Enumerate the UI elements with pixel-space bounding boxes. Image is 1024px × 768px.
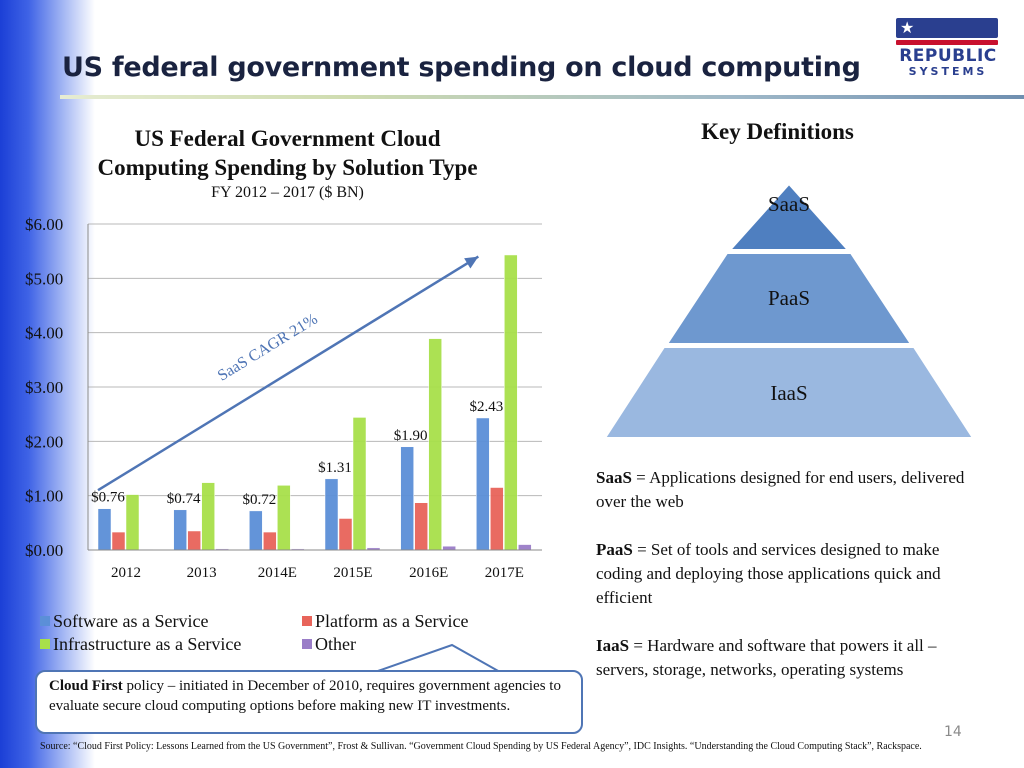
chart-title: US Federal Government Cloud Computing Sp… (70, 124, 505, 182)
chart-title-line2: Computing Spending by Solution Type (97, 155, 478, 180)
legend-label-paas: Platform as a Service (315, 611, 469, 631)
legend-label-other: Other (315, 634, 356, 654)
legend-item-other: Other (302, 634, 356, 655)
x-tick-label: 2015E (333, 565, 372, 581)
y-tick-label: $4.00 (25, 324, 63, 343)
definition-text: = Set of tools and services designed to … (596, 540, 941, 607)
definition-term: PaaS (596, 540, 633, 559)
bar-software-as-a-service-2015e (324, 478, 339, 551)
bar-platform-as-a-service-2017e (490, 487, 504, 551)
callout-text: policy – initiated in December of 2010, … (49, 678, 561, 714)
bar-infrastructure-as-a-service-2017e (504, 254, 518, 551)
bar-infrastructure-as-a-service-2015e (352, 417, 367, 551)
legend-swatch-iaas (40, 639, 50, 649)
legend-label-saas: Software as a Service (53, 611, 209, 631)
bar-infrastructure-as-a-service-2013 (201, 482, 215, 551)
bar-software-as-a-service-2017e (476, 417, 490, 551)
legend-swatch-saas (40, 616, 50, 626)
bar-platform-as-a-service-2013 (187, 530, 201, 551)
logo-word-systems: SYSTEMS (908, 65, 988, 78)
cloud-first-callout: Cloud First policy – initiated in Decemb… (35, 670, 583, 734)
y-tick-label: $3.00 (25, 378, 63, 397)
chart-title-line1: US Federal Government Cloud (134, 126, 441, 151)
cagr-arrow-line (97, 255, 479, 492)
legend-item-paas: Platform as a Service (302, 611, 468, 632)
data-label-saas: $1.90 (394, 428, 428, 444)
data-label-saas: $0.76 (91, 490, 125, 506)
data-label-saas: $0.72 (242, 492, 276, 508)
y-tick-label: $1.00 (25, 487, 63, 506)
pyramid-tier-saas (727, 182, 851, 251)
cagr-annotation-label: SaaS CAGR 21% (215, 311, 321, 385)
legend-item-saas: Software as a Service (40, 611, 208, 632)
slide-title: US federal government spending on cloud … (62, 52, 861, 83)
pyramid-label-iaas: IaaS (770, 381, 807, 405)
definition-term: IaaS (596, 636, 630, 655)
cloud-stack-pyramid: SaaS PaaS IaaS (603, 182, 975, 439)
bar-platform-as-a-service-2014e (263, 531, 277, 551)
definition-text: = Hardware and software that powers it a… (596, 636, 937, 679)
x-tick-label: 2013 (187, 565, 217, 581)
pyramid-label-paas: PaaS (768, 286, 810, 310)
definition-text: = Applications designed for end users, d… (596, 468, 965, 511)
chart-subtitle: FY 2012 – 2017 ($ BN) (211, 184, 364, 201)
legend-item-iaas: Infrastructure as a Service (40, 634, 241, 655)
bar-other-2017e (518, 544, 532, 551)
bar-infrastructure-as-a-service-2016e (428, 338, 442, 551)
logo-red-stripe (896, 40, 998, 45)
x-tick-label: 2012 (111, 565, 141, 581)
definition-saas: SaaS = Applications designed for end use… (596, 466, 971, 514)
legend-swatch-other (302, 639, 312, 649)
bar-software-as-a-service-2016e (400, 446, 414, 551)
bar-infrastructure-as-a-service-2014e (277, 485, 291, 551)
bar-infrastructure-as-a-service-2012 (125, 494, 140, 551)
republic-systems-logo: ★ REPUBLIC SYSTEMS (896, 18, 1000, 80)
logo-word-republic: REPUBLIC (899, 46, 997, 66)
title-underline (60, 95, 1024, 99)
bar-platform-as-a-service-2015e (338, 518, 353, 551)
pyramid-label-saas: SaaS (768, 192, 810, 216)
x-tick-label: 2016E (409, 565, 448, 581)
definitions-list: SaaS = Applications designed for end use… (596, 466, 971, 706)
source-citation: Source: “Cloud First Policy: Lessons Lea… (40, 741, 922, 752)
y-tick-label: $2.00 (25, 432, 63, 451)
key-definitions-title: Key Definitions (701, 119, 854, 144)
x-tick-label: 2014E (258, 565, 297, 581)
pyramid-tier-iaas (603, 346, 975, 439)
callout-bold-term: Cloud First (49, 678, 123, 694)
cagr-arrow-head (464, 256, 479, 269)
bar-platform-as-a-service-2016e (414, 502, 428, 551)
logo-flag-bar: ★ (896, 18, 998, 38)
pyramid-tier-paas (665, 252, 913, 345)
legend-label-iaas: Infrastructure as a Service (53, 634, 242, 654)
page-number: 14 (944, 724, 962, 740)
bar-other-2016e (442, 545, 456, 551)
definition-iaas: IaaS = Hardware and software that powers… (596, 634, 971, 682)
y-tick-label: $6.00 (25, 215, 63, 234)
legend-swatch-paas (302, 616, 312, 626)
data-label-saas: $1.31 (318, 460, 352, 476)
data-label-saas: $0.74 (167, 491, 201, 507)
definition-paas: PaaS = Set of tools and services designe… (596, 538, 971, 610)
y-tick-label: $0.00 (25, 541, 63, 560)
x-tick-label: 2017E (485, 565, 524, 581)
data-label-saas: $2.43 (469, 399, 503, 415)
star-icon: ★ (900, 18, 915, 37)
bar-software-as-a-service-2012 (97, 508, 112, 551)
bar-chart: $0.00 $1.00 $2.00 $3.00 $4.00 $5.00 $6.00 2012 $… (25, 215, 542, 581)
bar-software-as-a-service-2014e (249, 510, 263, 551)
bar-software-as-a-service-2013 (173, 509, 187, 551)
definition-term: SaaS (596, 468, 632, 487)
y-tick-label: $5.00 (25, 269, 63, 288)
bar-platform-as-a-service-2012 (111, 531, 126, 551)
